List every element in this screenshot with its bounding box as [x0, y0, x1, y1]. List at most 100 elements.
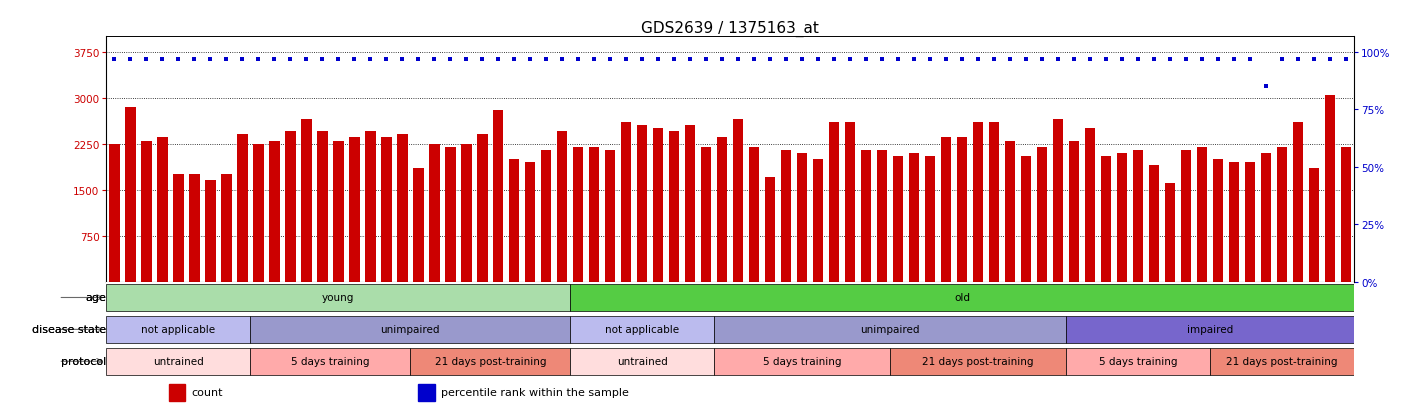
Bar: [1341, 147, 1351, 282]
Bar: [988, 123, 1000, 282]
Point: [583, 56, 605, 63]
Bar: [1181, 150, 1191, 282]
Bar: [189, 175, 200, 282]
Point: [1303, 56, 1326, 63]
Point: [216, 56, 238, 63]
Point: [440, 56, 462, 63]
Point: [471, 56, 493, 63]
Text: 5 days training: 5 days training: [291, 356, 370, 366]
Bar: [845, 123, 855, 282]
Point: [919, 56, 942, 63]
Point: [983, 56, 1005, 63]
Point: [998, 56, 1021, 63]
Bar: [700, 147, 712, 282]
Bar: [830, 123, 839, 282]
Text: protocol: protocol: [61, 356, 106, 366]
Bar: [797, 153, 807, 282]
Bar: [1021, 157, 1031, 282]
Point: [855, 56, 878, 63]
Bar: [1210, 348, 1354, 375]
Bar: [221, 175, 231, 282]
Bar: [1245, 163, 1255, 282]
Point: [407, 56, 430, 63]
Bar: [157, 138, 167, 282]
Point: [1255, 83, 1278, 90]
Bar: [1229, 163, 1239, 282]
Point: [1176, 56, 1198, 63]
Bar: [169, 384, 184, 401]
Title: GDS2639 / 1375163_at: GDS2639 / 1375163_at: [641, 21, 820, 37]
Bar: [957, 138, 967, 282]
Bar: [733, 120, 743, 282]
Bar: [573, 147, 583, 282]
Text: percentile rank within the sample: percentile rank within the sample: [441, 387, 628, 397]
Text: old: old: [954, 293, 970, 303]
Bar: [461, 144, 472, 282]
Bar: [493, 111, 503, 282]
Point: [1143, 56, 1166, 63]
Point: [359, 56, 381, 63]
Bar: [106, 348, 251, 375]
Bar: [1117, 153, 1127, 282]
Point: [774, 56, 797, 63]
Text: count: count: [191, 387, 223, 397]
Point: [967, 56, 990, 63]
Text: impaired: impaired: [1187, 325, 1234, 335]
Bar: [1069, 141, 1079, 282]
Point: [759, 56, 781, 63]
Bar: [1054, 120, 1064, 282]
Text: young: young: [322, 293, 354, 303]
Point: [791, 56, 814, 63]
Bar: [570, 348, 715, 375]
Bar: [718, 138, 727, 282]
Bar: [1293, 123, 1303, 282]
Point: [1095, 56, 1117, 63]
Point: [631, 56, 654, 63]
Bar: [1066, 316, 1354, 343]
Point: [519, 56, 542, 63]
Point: [1222, 56, 1245, 63]
Text: age: age: [85, 293, 106, 303]
Text: untrained: untrained: [617, 356, 668, 366]
Bar: [925, 157, 936, 282]
Point: [486, 56, 509, 63]
Point: [295, 56, 318, 63]
Bar: [1133, 150, 1143, 282]
Text: not applicable: not applicable: [142, 325, 216, 335]
Bar: [418, 384, 434, 401]
Point: [374, 56, 397, 63]
Bar: [109, 144, 119, 282]
Point: [1127, 56, 1150, 63]
Point: [535, 56, 557, 63]
Bar: [254, 144, 264, 282]
Bar: [206, 181, 216, 282]
Point: [104, 56, 126, 63]
Bar: [570, 285, 1354, 311]
Text: not applicable: not applicable: [605, 325, 679, 335]
Point: [391, 56, 414, 63]
Bar: [813, 159, 824, 282]
Point: [183, 56, 206, 63]
Point: [1334, 56, 1357, 63]
Bar: [269, 141, 279, 282]
Bar: [715, 348, 891, 375]
Point: [1239, 56, 1262, 63]
Bar: [142, 141, 152, 282]
Point: [743, 56, 766, 63]
Point: [598, 56, 621, 63]
Text: 21 days post-training: 21 days post-training: [434, 356, 546, 366]
Bar: [285, 132, 295, 282]
Bar: [973, 123, 984, 282]
Bar: [893, 157, 903, 282]
Bar: [364, 132, 376, 282]
Bar: [878, 150, 888, 282]
Bar: [1212, 159, 1224, 282]
Point: [503, 56, 526, 63]
Bar: [125, 107, 136, 282]
Bar: [430, 144, 440, 282]
Point: [710, 56, 733, 63]
Point: [903, 56, 926, 63]
Bar: [621, 123, 631, 282]
Bar: [251, 316, 570, 343]
Bar: [542, 150, 552, 282]
